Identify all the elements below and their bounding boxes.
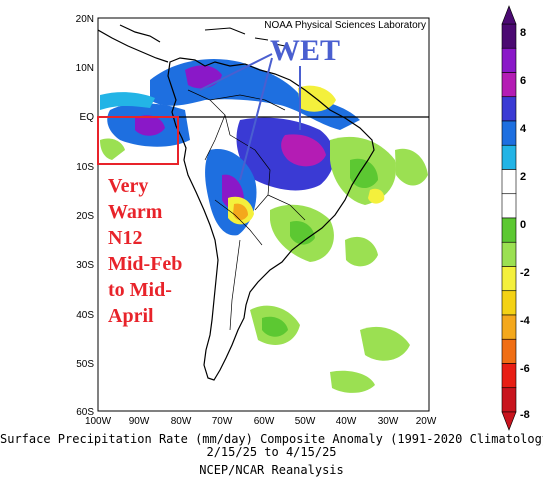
wet-edge-light — [100, 92, 155, 110]
warm-line: April — [108, 305, 154, 327]
dry-spot-ne-brazil — [368, 188, 385, 204]
lon-label: 20W — [416, 416, 437, 427]
lon-label: 100W — [85, 416, 112, 427]
caption-source: NCEP/NCAR Reanalysis — [199, 463, 344, 477]
lon-label: 50W — [295, 416, 316, 427]
south-america-coastline — [167, 57, 375, 381]
colorbar-label: -4 — [520, 315, 531, 327]
colorbar-segment — [501, 144, 517, 170]
colorbar-segment — [501, 338, 517, 364]
wet-core-brazil — [281, 134, 326, 167]
caribbean-islands — [204, 27, 286, 47]
wet-core-pacific — [135, 115, 165, 136]
latitude-labels: 20N 10N EQ 10S 20S 30S 40S 50S 60S — [76, 14, 95, 418]
country-borders — [187, 89, 306, 331]
colorbar-segment — [501, 47, 517, 73]
warm-line: Warm — [108, 201, 163, 223]
colorbar-segment — [501, 241, 517, 267]
lat-label: 20N — [76, 14, 94, 25]
caption-title: Surface Precipitation Rate (mm/day) Comp… — [0, 432, 543, 446]
lon-label: 90W — [129, 416, 150, 427]
colorbar-segment — [501, 23, 517, 49]
caption-dates: 2/15/25 to 4/15/25 — [206, 445, 337, 459]
lat-label: 10N — [76, 63, 94, 74]
wet-pointer-lines — [199, 53, 301, 181]
colorbar-segment — [501, 266, 517, 292]
longitude-labels: 100W 90W 80W 70W 60W 50W 40W 30W 20W — [85, 416, 437, 427]
colorbar-segment — [501, 387, 517, 413]
lat-label: 60S — [76, 407, 94, 418]
lat-label: 30S — [76, 260, 94, 271]
colorbar-segment — [501, 120, 517, 146]
lat-label: 50S — [76, 359, 94, 370]
colorbar-segment — [501, 314, 517, 340]
lon-label: 60W — [254, 416, 275, 427]
colorbar-segment — [501, 193, 517, 219]
colorbar — [501, 5, 517, 431]
colorbar-labels: 8 6 4 2 0 -2 -4 -6 -8 — [520, 27, 531, 421]
warm-line: to Mid- — [108, 279, 172, 301]
dry-core-patagonia — [262, 316, 288, 337]
colorbar-segment — [501, 72, 517, 98]
lon-label: 30W — [378, 416, 399, 427]
lat-label: 10S — [76, 162, 94, 173]
colorbar-label: -2 — [520, 267, 530, 279]
dry-core-atlantic — [350, 158, 378, 189]
colorbar-top-arrow — [501, 5, 517, 25]
dry-area-pacific-south — [100, 138, 125, 160]
colorbar-label: 8 — [520, 27, 526, 39]
warm-line: Mid-Feb — [108, 253, 182, 275]
lon-label: 40W — [336, 416, 357, 427]
colorbar-segment — [501, 169, 517, 195]
dry-area-atlantic-south — [345, 236, 378, 267]
anomaly-fields — [98, 24, 428, 393]
lat-label: 40S — [76, 310, 94, 321]
colorbar-label: 6 — [520, 75, 526, 87]
nino12-region-box — [97, 116, 179, 165]
colorbar-segment — [501, 290, 517, 316]
dry-core-south-brazil — [290, 220, 315, 245]
colorbar-label: -8 — [520, 409, 530, 421]
central-america-coastline — [98, 24, 169, 63]
wet-annotation: WET — [270, 34, 340, 67]
colorbar-segment — [501, 363, 517, 389]
colorbar-label: 2 — [520, 171, 526, 183]
dry-area-far-south — [330, 370, 375, 393]
credit-label: NOAA Physical Sciences Laboratory — [264, 20, 426, 31]
lon-label: 80W — [171, 416, 192, 427]
colorbar-label: -6 — [520, 363, 530, 375]
dry-hotspot-bolivia-core — [233, 203, 248, 221]
colorbar-label: 4 — [520, 123, 527, 135]
colorbar-bottom-arrow — [501, 411, 517, 431]
map-frame — [97, 17, 430, 412]
lat-label: EQ — [80, 112, 95, 123]
colorbar-segment — [501, 96, 517, 122]
warm-line: Very — [108, 175, 148, 197]
warm-line: N12 — [108, 227, 142, 249]
colorbar-label: 0 — [520, 219, 526, 231]
dry-area-south-atlantic — [360, 326, 410, 361]
dry-area-far-atlantic — [395, 148, 428, 186]
colorbar-segment — [501, 217, 517, 243]
lon-label: 70W — [212, 416, 233, 427]
lat-label: 20S — [76, 211, 94, 222]
warm-annotation: Very Warm N12 Mid-Feb to Mid- April — [108, 175, 182, 327]
